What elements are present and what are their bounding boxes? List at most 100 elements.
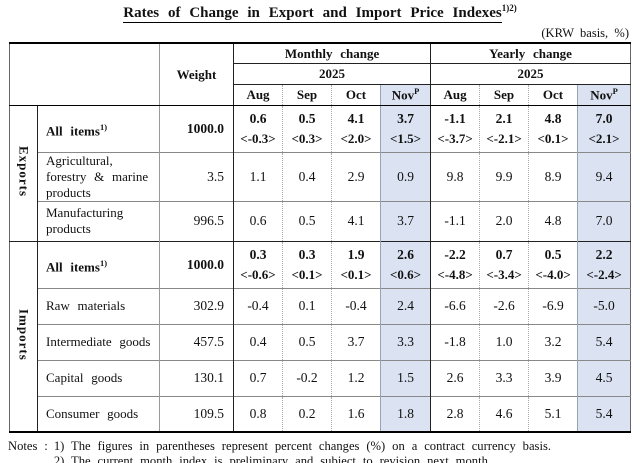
- col-header-monthly-change: Monthly change: [232, 43, 431, 64]
- data-cell: 0.4: [282, 151, 332, 202]
- data-cell: 4.5: [577, 359, 631, 397]
- row-label: All items1): [37, 240, 160, 289]
- page-title: Rates of Change in Export and Import Pri…: [0, 0, 640, 24]
- data-cell: 1.6: [331, 395, 381, 433]
- table-row-imports-intermediate-goods: Intermediate goods 457.5 0.4 0.5 3.7 3.3…: [10, 323, 631, 361]
- data-cell: 3.7: [331, 323, 381, 361]
- data-cell: 5.1: [528, 395, 578, 433]
- preliminary-marker: P: [414, 86, 420, 97]
- preliminary-marker: P: [612, 86, 618, 97]
- weight-cell: 130.1: [159, 359, 234, 397]
- table-row-exports-agricultural: Agricultural, forestry & marine products…: [10, 151, 631, 202]
- footnotes: Notes : 1) The figures in parentheses re…: [8, 439, 640, 463]
- row-label: Agricultural, forestry & marine products: [37, 151, 160, 202]
- data-cell: 3.2: [528, 323, 578, 361]
- data-cell: 5.4: [577, 323, 631, 361]
- table-header-row-months: Aug Sep Oct NovP Aug Sep Oct NovP: [10, 84, 631, 106]
- row-label: Intermediate goods: [37, 323, 160, 361]
- data-cell: 7.0 <2.1>: [577, 105, 631, 153]
- weight-cell: 109.5: [159, 395, 234, 433]
- data-cell: 0.6: [233, 200, 283, 242]
- title-footnote-marker: 1)2): [501, 3, 517, 13]
- data-cell: 4.1: [331, 200, 381, 242]
- data-cell: 0.2: [282, 395, 332, 433]
- col-header-nov-monthly: NovP: [379, 84, 431, 106]
- col-header-nov-yearly: NovP: [577, 84, 631, 106]
- data-cell: 2.8: [430, 395, 480, 433]
- data-cell: 2.6 <0.6>: [379, 240, 431, 289]
- stub-cell: [9, 43, 160, 106]
- weight-cell: 996.5: [159, 200, 234, 242]
- data-cell: 3.3: [379, 323, 431, 361]
- data-cell: 0.5 <0.3>: [282, 105, 332, 153]
- row-group-imports: Imports: [9, 240, 38, 433]
- row-label: All items1): [37, 105, 160, 153]
- data-cell: 9.9: [479, 151, 529, 202]
- data-cell: 2.2 <-2.4>: [577, 240, 631, 289]
- data-cell: 0.7: [233, 359, 283, 397]
- data-cell: 0.3 <0.1>: [282, 240, 332, 289]
- data-cell: 0.1: [282, 287, 332, 325]
- data-cell: -6.6: [430, 287, 480, 325]
- table-row-exports-all-items: Exports All items1) 1000.0 0.6 <-0.3> 0.5…: [10, 105, 631, 197]
- data-cell: -6.9: [528, 287, 578, 325]
- data-cell: 3.9: [528, 359, 578, 397]
- col-header-oct-yearly: Oct: [528, 84, 578, 106]
- data-cell: -0.4: [233, 287, 283, 325]
- page-title-text: Rates of Change in Export and Import Pri…: [123, 5, 502, 24]
- weight-cell: 3.5: [159, 151, 234, 202]
- footnotes-label: Notes :: [8, 439, 48, 454]
- weight-cell: 302.9: [159, 287, 234, 325]
- data-cell: 0.6 <-0.3>: [233, 105, 283, 153]
- data-cell: 2.1 <-2.1>: [479, 105, 529, 153]
- footnotes-lines: 1) The figures in parentheses represent …: [54, 439, 551, 463]
- data-cell: 2.4: [379, 287, 431, 325]
- footnote-1: 1) The figures in parentheses represent …: [53, 439, 552, 454]
- data-cell: 0.5: [282, 200, 332, 242]
- weight-cell: 1000.0: [159, 105, 234, 153]
- data-cell: 0.3 <-0.6>: [233, 240, 283, 289]
- data-cell: 3.7 <1.5>: [379, 105, 431, 153]
- col-header-sep-monthly: Sep: [282, 84, 332, 106]
- data-cell: 0.5 <-4.0>: [528, 240, 578, 289]
- col-header-yearly-change: Yearly change: [430, 43, 631, 64]
- data-cell: 1.1: [233, 151, 283, 202]
- table-row-exports-manufacturing: Manufacturing products 996.5 0.6 0.5 4.1…: [10, 200, 631, 242]
- data-cell: 4.8: [528, 200, 578, 242]
- data-cell: 2.0: [479, 200, 529, 242]
- data-cell: 1.9 <0.1>: [331, 240, 381, 289]
- row-label: Raw materials: [37, 287, 160, 325]
- row-label: Capital goods: [37, 359, 160, 397]
- data-cell: 5.4: [577, 395, 631, 433]
- data-cell: 0.7 <-3.4>: [479, 240, 529, 289]
- data-cell: 0.8: [233, 395, 283, 433]
- data-cell: -0.4: [331, 287, 381, 325]
- row-label: Consumer goods: [37, 395, 160, 433]
- data-cell: 0.9: [379, 151, 431, 202]
- table-header-row-groups: Weight Monthly change Yearly change: [9, 43, 631, 106]
- data-cell: 0.5: [282, 323, 332, 361]
- data-cell: 2.6: [430, 359, 480, 397]
- data-cell: -1.1: [430, 200, 480, 242]
- data-cell: -5.0: [577, 287, 631, 325]
- table-row-imports-consumer-goods: Consumer goods 109.5 0.8 0.2 1.6 1.8 2.8…: [10, 395, 631, 433]
- data-cell: 9.4: [577, 151, 631, 202]
- footnote-marker: 1): [99, 121, 108, 132]
- data-cell: 3.7: [379, 200, 431, 242]
- col-header-sep-yearly: Sep: [479, 84, 529, 106]
- data-cell: 8.9: [528, 151, 578, 202]
- footnote-marker: 1): [99, 257, 108, 268]
- table-row-imports-all-items: Imports All items1) 1000.0 0.3 <-0.6> 0.3…: [9, 240, 631, 433]
- data-cell: 4.6: [479, 395, 529, 433]
- data-cell: 4.8 <0.1>: [528, 105, 578, 153]
- data-cell: 1.5: [379, 359, 431, 397]
- row-label: Manufacturing products: [37, 200, 160, 242]
- data-cell: -1.8: [430, 323, 480, 361]
- unit-label: (KRW basis, %): [541, 26, 629, 41]
- data-cell: -0.2: [282, 359, 332, 397]
- data-cell: 0.4: [233, 323, 283, 361]
- data-cell: -2.2 <-4.8>: [430, 240, 480, 289]
- col-header-oct-monthly: Oct: [331, 84, 381, 106]
- col-header-aug-monthly: Aug: [233, 84, 283, 106]
